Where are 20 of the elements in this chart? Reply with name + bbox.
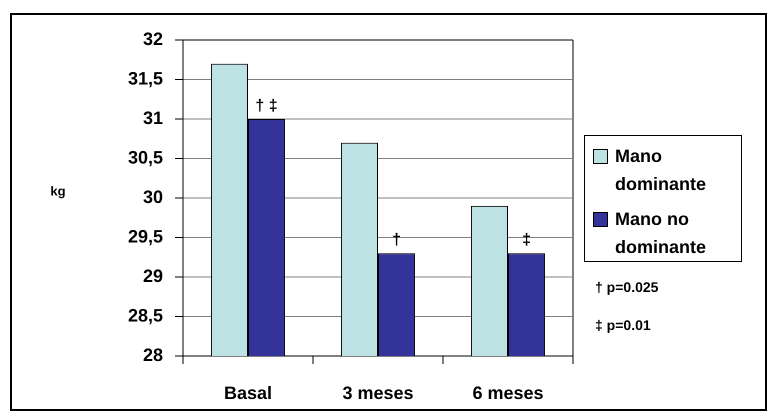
y-tick-label: 28,5 xyxy=(128,305,163,326)
y-tick-label: 28 xyxy=(142,344,163,365)
y-axis-title: kg xyxy=(50,184,66,199)
text: ‡ p=0.01 xyxy=(595,316,652,334)
y-tick-label: 31 xyxy=(142,108,163,128)
x-tick-label: 3 meses xyxy=(342,382,414,403)
x-tick-label: 6 meses xyxy=(472,382,544,403)
y-tick-label: 30 xyxy=(142,186,163,207)
legend-label: Mano no dominante xyxy=(615,208,708,259)
text: † p=0.025 xyxy=(595,278,658,296)
y-tick-label: 29 xyxy=(142,266,163,286)
annotation: † ‡ xyxy=(255,97,278,114)
annotation: ‡ xyxy=(522,232,531,249)
annotation: † xyxy=(392,232,401,249)
x-tick-label: Basal xyxy=(224,382,272,403)
legend-label: Mano dominante xyxy=(615,145,708,196)
y-tick-label: 30,5 xyxy=(128,147,163,168)
y-tick-label: 31,5 xyxy=(128,68,163,88)
y-tick-label: 29,5 xyxy=(128,226,163,246)
y-tick-label: 32 xyxy=(142,28,163,49)
